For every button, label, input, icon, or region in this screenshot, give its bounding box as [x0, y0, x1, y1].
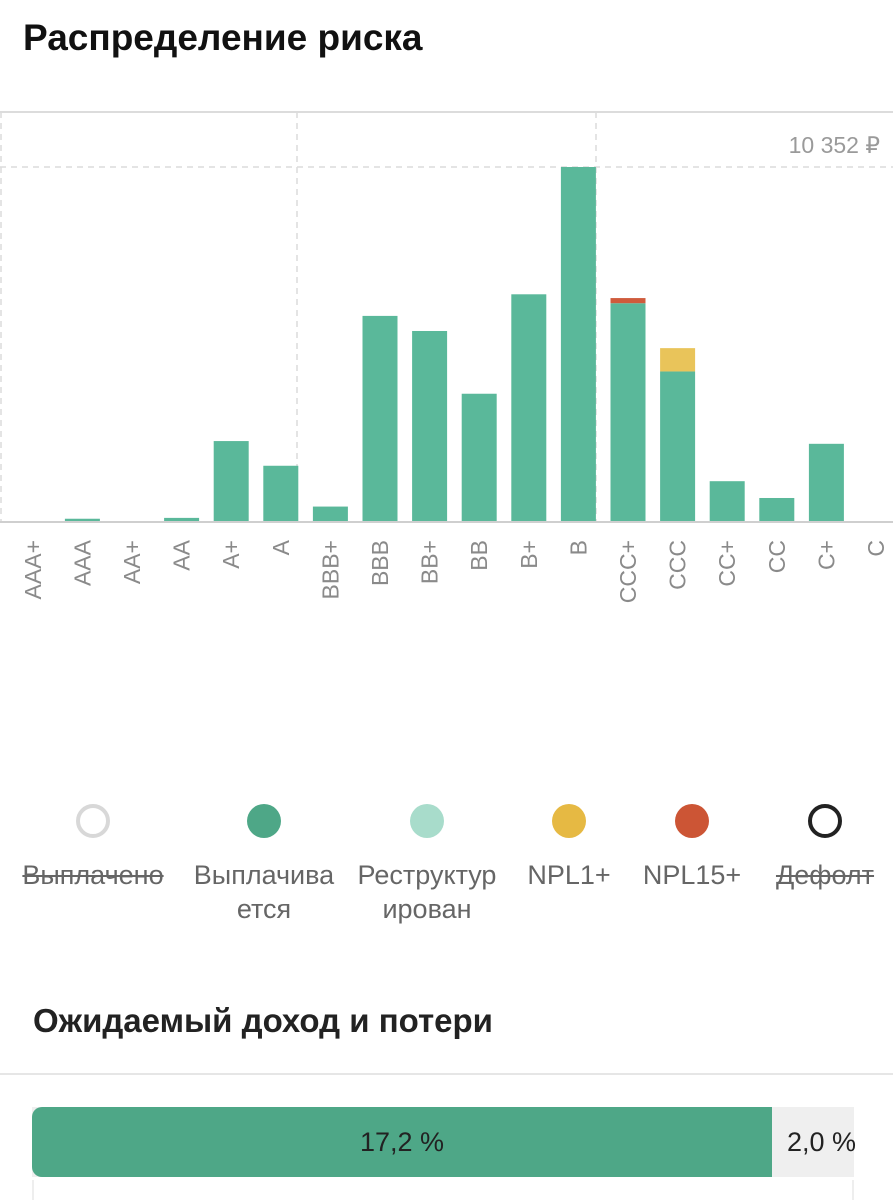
bar-A-Выплачивается — [263, 465, 299, 522]
x-tick-label: CCC+ — [615, 540, 641, 603]
bar-CCC+-NPL15+ — [610, 298, 646, 304]
x-tick-label: CC+ — [714, 540, 740, 587]
x-tick-label: A+ — [218, 540, 244, 569]
legend-label: Выплачивается — [193, 860, 335, 924]
legend-label: NPL1+ — [527, 860, 611, 890]
x-tick-label: BB+ — [417, 540, 443, 584]
legend-label: NPL15+ — [642, 860, 742, 890]
bar-BBB-Выплачивается — [362, 315, 398, 522]
x-tick-label: BB — [466, 540, 492, 571]
section-divider — [0, 1073, 893, 1075]
bar-BBB+-Выплачивается — [312, 506, 348, 522]
x-tick-label: BBB — [367, 540, 393, 586]
legend-label: Выплачено — [22, 860, 164, 890]
legend-dot-icon — [552, 804, 586, 838]
x-tick-label: AA — [169, 539, 195, 570]
bar-CCC-NPL1+ — [660, 348, 696, 372]
x-tick-label: B+ — [516, 540, 542, 569]
bar-C+-Выплачивается — [808, 443, 844, 522]
x-tick-label: BBB+ — [317, 540, 343, 599]
legend-item[interactable]: Дефолт — [745, 800, 893, 892]
x-tick-label: A — [268, 539, 294, 555]
bar-BB+-Выплачивается — [412, 330, 448, 522]
x-tick-label: AAA+ — [20, 540, 46, 599]
bar-AAA-Выплачивается — [64, 518, 100, 522]
expected-income-value: 17,2 % — [359, 1127, 445, 1157]
bar-BB-Выплачивается — [461, 393, 497, 522]
bar-CCC-Выплачивается — [660, 371, 696, 522]
legend-dot-icon — [808, 804, 842, 838]
x-tick-label: AA+ — [119, 540, 145, 584]
legend-item[interactable]: Выплачивается — [184, 800, 344, 926]
x-tick-label: AAA — [69, 539, 95, 586]
legend-item[interactable]: NPL15+ — [612, 800, 772, 892]
legend-label: Реструктурирован — [357, 860, 497, 924]
x-tick-label: B — [565, 540, 591, 555]
legend-item[interactable]: Выплачено — [13, 800, 173, 892]
income-loss-bar: 17,2 % 2,0 % — [32, 1107, 856, 1177]
legend-item[interactable]: NPL1+ — [489, 800, 649, 892]
x-tick-label: CC — [764, 540, 790, 573]
chart-legend: Выплачено Выплачивается Реструктурирован NP… — [0, 800, 893, 940]
bar-B-Выплачивается — [560, 167, 596, 522]
legend-item[interactable]: Реструктурирован — [347, 800, 507, 926]
bar-CCC+-Выплачивается — [610, 303, 646, 522]
expected-income-fill — [32, 1107, 772, 1177]
expected-income-title: Ожидаемый доход и потери — [33, 1002, 493, 1039]
bar-CC+-Выплачивается — [709, 481, 745, 522]
bar-CC-Выплачивается — [759, 497, 795, 522]
legend-dot-icon — [247, 804, 281, 838]
bar-B+-Выплачивается — [511, 294, 547, 522]
legend-dot-icon — [675, 804, 709, 838]
risk-distribution-chart: 10 352 ₽AAA+ AAA AA+ AA A+ A BBB+ BBB BB+ BB B+ B CC… — [0, 111, 893, 603]
bar-AA-Выплачивается — [164, 517, 200, 522]
next-card-edge — [32, 1180, 854, 1200]
x-tick-label: CCC — [665, 540, 691, 590]
max-value-label: 10 352 ₽ — [789, 132, 880, 158]
x-tick-label: C+ — [813, 540, 839, 570]
legend-label: Дефолт — [775, 860, 875, 890]
expected-loss-value: 2,0 % — [786, 1127, 856, 1157]
legend-dot-icon — [76, 804, 110, 838]
bar-A+-Выплачивается — [213, 441, 249, 522]
x-tick-label: C — [863, 540, 889, 557]
risk-distribution-title: Распределение риска — [23, 17, 423, 58]
legend-dot-icon — [410, 804, 444, 838]
